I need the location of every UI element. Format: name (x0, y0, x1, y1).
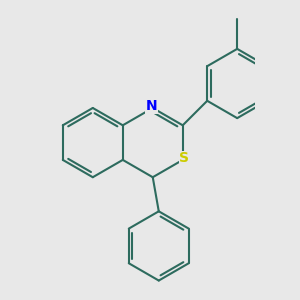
Text: S: S (179, 152, 189, 165)
Text: N: N (146, 100, 157, 113)
